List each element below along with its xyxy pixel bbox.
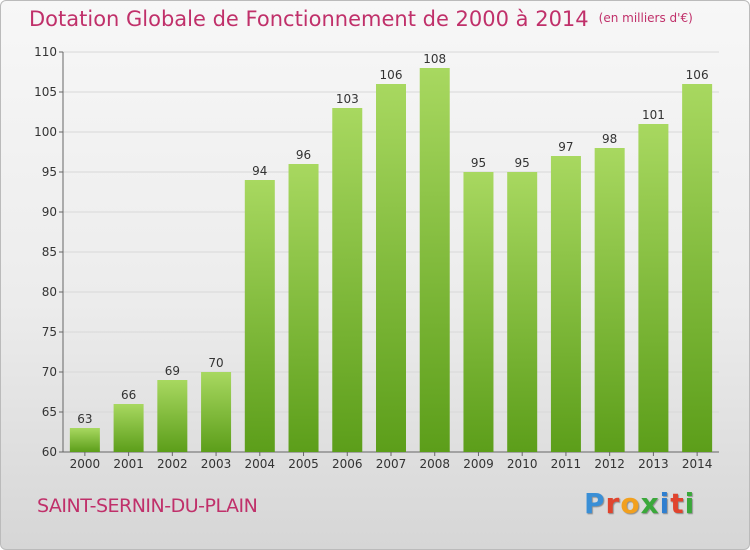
x-tick-label: 2003 xyxy=(201,457,232,471)
bar-2000 xyxy=(69,428,100,452)
bar-value-label: 97 xyxy=(558,140,573,154)
bar-2014 xyxy=(682,84,713,452)
bar-2013 xyxy=(638,124,669,452)
bar-value-label: 101 xyxy=(642,108,665,122)
bar-2003 xyxy=(201,372,232,452)
x-tick-label: 2008 xyxy=(419,457,450,471)
y-tick-label: 85 xyxy=(42,245,57,259)
x-tick-label: 2010 xyxy=(507,457,538,471)
bar-2008 xyxy=(419,68,450,452)
bar-2009 xyxy=(463,172,494,452)
y-tick-label: 100 xyxy=(34,125,57,139)
proxiti-logo[interactable]: Proxiti xyxy=(584,487,695,520)
y-tick-label: 110 xyxy=(34,45,57,59)
bar-2010 xyxy=(507,172,538,452)
bar-value-label: 95 xyxy=(515,156,530,170)
x-tick-label: 2006 xyxy=(332,457,363,471)
y-tick-label: 105 xyxy=(34,85,57,99)
x-tick-label: 2012 xyxy=(594,457,625,471)
x-tick-label: 2004 xyxy=(245,457,276,471)
chart-title-text: Dotation Globale de Fonctionnement de 20… xyxy=(29,7,589,31)
bars xyxy=(69,68,713,452)
y-tick-label: 90 xyxy=(42,205,57,219)
bar-2004 xyxy=(244,180,275,452)
x-tick-label: 2002 xyxy=(157,457,188,471)
bar-value-label: 108 xyxy=(423,52,446,66)
y-tick-label: 60 xyxy=(42,445,57,459)
y-tick-label: 80 xyxy=(42,285,57,299)
y-tick-label: 95 xyxy=(42,165,57,179)
chart-subtitle: (en milliers d'€) xyxy=(598,11,693,25)
bar-value-label: 96 xyxy=(296,148,311,162)
y-tick-label: 65 xyxy=(42,405,57,419)
bar-value-label: 103 xyxy=(336,92,359,106)
x-tick-label: 2013 xyxy=(638,457,669,471)
x-tick-label: 2007 xyxy=(376,457,407,471)
bar-value-label: 106 xyxy=(686,68,709,82)
x-tick-label: 2011 xyxy=(551,457,582,471)
y-tick-label: 70 xyxy=(42,365,57,379)
chart-title: Dotation Globale de Fonctionnement de 20… xyxy=(29,7,693,31)
logo-letter: o xyxy=(620,487,641,520)
bar-value-labels: 63 66 69 70 94 96 103 106 108 95 95 97 98 101 106 xyxy=(77,52,708,426)
x-tick-label: 2005 xyxy=(288,457,319,471)
y-axis-ticks: 60 65 70 75 80 85 90 95 100 105 110 xyxy=(34,45,63,459)
commune-name: SAINT-SERNIN-DU-PLAIN xyxy=(37,495,258,517)
bar-2012 xyxy=(594,148,625,452)
bar-2011 xyxy=(550,156,581,452)
x-tick-label: 2014 xyxy=(682,457,713,471)
bar-value-label: 70 xyxy=(208,356,223,370)
bar-2005 xyxy=(288,164,319,452)
bar-2006 xyxy=(332,108,363,452)
bar-value-label: 98 xyxy=(602,132,617,146)
logo-letter: i xyxy=(684,487,696,520)
x-tick-label: 2009 xyxy=(463,457,494,471)
bar-value-label: 95 xyxy=(471,156,486,170)
logo-letter: P xyxy=(584,487,606,520)
logo-letter: r xyxy=(605,487,621,520)
bar-2001 xyxy=(113,404,144,452)
x-tick-label: 2000 xyxy=(70,457,101,471)
bar-2002 xyxy=(157,380,188,452)
y-tick-label: 75 xyxy=(42,325,57,339)
bar-value-label: 66 xyxy=(121,388,136,402)
logo-letter: x xyxy=(640,487,660,520)
bar-value-label: 63 xyxy=(77,412,92,426)
bar-value-label: 69 xyxy=(165,364,180,378)
x-tick-label: 2001 xyxy=(113,457,144,471)
logo-letter: i xyxy=(659,487,671,520)
logo-letter: t xyxy=(670,487,685,520)
bar-2007 xyxy=(376,84,406,452)
bar-value-label: 106 xyxy=(380,68,403,82)
bar-value-label: 94 xyxy=(252,164,267,178)
x-axis-ticks: 2000 2001 2002 2003 2004 2005 2006 2007 2008 2009… xyxy=(70,452,713,471)
